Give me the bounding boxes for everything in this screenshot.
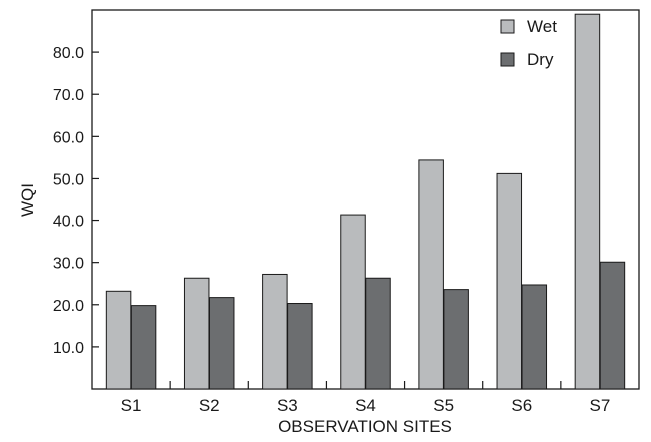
y-tick-label: 70.0 bbox=[53, 87, 84, 104]
bar-wet-s2 bbox=[183, 277, 210, 390]
y-tick-label: 20.0 bbox=[53, 298, 84, 315]
x-tick-label: S3 bbox=[277, 396, 298, 415]
bar-dry-s5 bbox=[443, 289, 469, 390]
bar-wet-s7 bbox=[574, 13, 601, 390]
bar-dry-s7 bbox=[599, 261, 626, 390]
x-tick-label: S6 bbox=[511, 396, 532, 415]
x-tick-label: S1 bbox=[121, 396, 142, 415]
x-axis-label: OBSERVATION SITES bbox=[278, 417, 452, 436]
x-tick-label: S2 bbox=[199, 396, 220, 415]
bar-wet-s5 bbox=[418, 159, 444, 390]
bar-wet-s1 bbox=[105, 290, 132, 390]
y-axis: 10.0 20.0 30.0 40.0 50.0 60.0 70.0 80.0 bbox=[53, 45, 99, 357]
x-tick-label: S4 bbox=[355, 396, 376, 415]
bar-dry-s4 bbox=[365, 277, 391, 390]
bars bbox=[105, 13, 626, 390]
bar-wet-s6 bbox=[496, 172, 523, 390]
y-tick-label: 30.0 bbox=[53, 256, 84, 273]
legend: Wet Dry bbox=[500, 17, 557, 69]
bar-dry-s1 bbox=[130, 305, 157, 390]
y-tick-label: 40.0 bbox=[53, 214, 84, 231]
x-axis: S1 S2 S3 S4 S5 S6 S7 bbox=[121, 381, 611, 415]
legend-label-dry: Dry bbox=[527, 50, 554, 69]
x-tick-label: S5 bbox=[433, 396, 454, 415]
bar-dry-s6 bbox=[521, 284, 548, 390]
bar-wet-s3 bbox=[262, 273, 288, 390]
y-axis-label: WQI bbox=[18, 183, 37, 217]
legend-label-wet: Wet bbox=[527, 17, 557, 36]
legend-swatch-dry bbox=[500, 52, 515, 67]
y-tick-label: 80.0 bbox=[53, 45, 84, 62]
bar-wet-s4 bbox=[340, 214, 366, 390]
x-tick-label: S7 bbox=[590, 396, 611, 415]
legend-swatch-wet bbox=[500, 19, 515, 34]
y-tick-label: 50.0 bbox=[53, 171, 84, 188]
bar-dry-s3 bbox=[287, 303, 313, 390]
bar-dry-s2 bbox=[208, 297, 235, 390]
y-tick-label: 10.0 bbox=[53, 340, 84, 357]
y-tick-label: 60.0 bbox=[53, 129, 84, 146]
